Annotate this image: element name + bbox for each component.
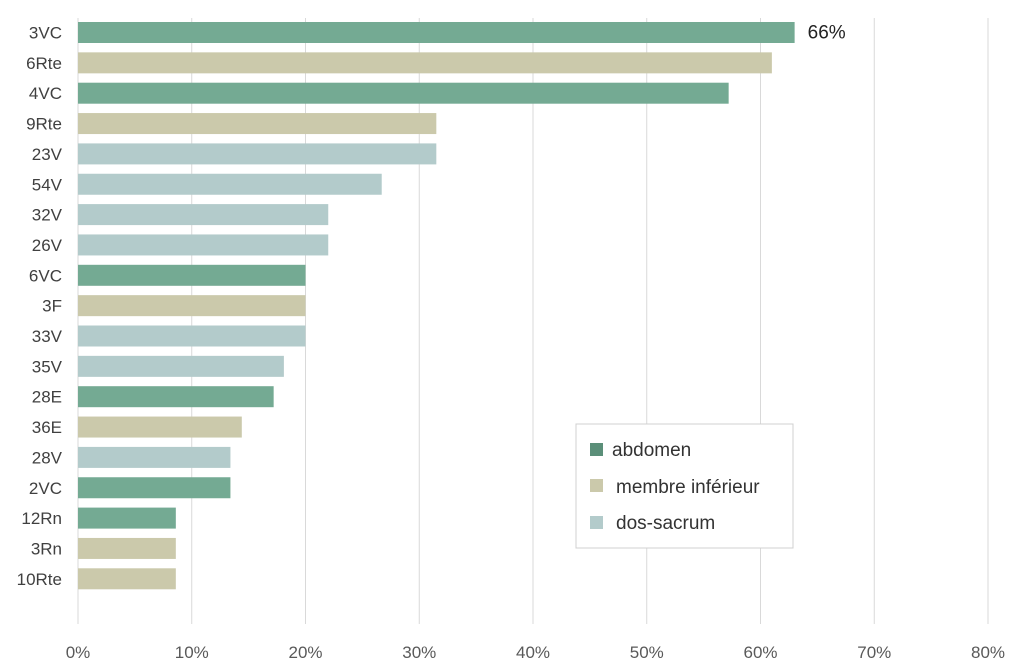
legend: abdomen membre inférieur dos-sacrum <box>575 423 794 549</box>
category-label-10Rte: 10Rte <box>17 570 62 589</box>
category-label-36E: 36E <box>32 418 62 437</box>
x-tick-label-30: 30% <box>402 643 436 662</box>
legend-label-abdomen: abdomen <box>612 440 691 461</box>
bar-28V <box>78 446 231 468</box>
data-labels: 66% <box>808 23 846 44</box>
bar-32V <box>78 204 329 226</box>
category-label-28E: 28E <box>32 388 62 407</box>
bar-4VC <box>78 82 729 104</box>
category-label-3VC: 3VC <box>29 24 62 43</box>
category-label-6Rte: 6Rte <box>26 54 62 73</box>
x-tick-label-50: 50% <box>630 643 664 662</box>
bar-35V <box>78 355 284 377</box>
category-label-9Rte: 9Rte <box>26 115 62 134</box>
legend-marker-abdomen <box>590 443 603 456</box>
x-axis-tick-labels: 0% 10% 20% 30% 40% 50% 60% 70% 80% <box>66 643 1005 662</box>
bar-2VC <box>78 477 231 499</box>
x-tick-label-20: 20% <box>288 643 322 662</box>
category-label-23V: 23V <box>32 145 63 164</box>
bar-3Rn <box>78 537 176 559</box>
bar-10Rte <box>78 568 176 590</box>
bar-23V <box>78 143 437 165</box>
bar-12Rn <box>78 507 176 529</box>
bar-54V <box>78 173 382 195</box>
category-label-54V: 54V <box>32 175 63 194</box>
bar-9Rte <box>78 113 437 135</box>
category-label-3Rn: 3Rn <box>31 539 62 558</box>
category-label-26V: 26V <box>32 236 63 255</box>
x-tick-label-70: 70% <box>857 643 891 662</box>
bar-6Rte <box>78 52 772 74</box>
category-label-33V: 33V <box>32 327 63 346</box>
y-axis-category-labels: 3VC 6Rte 4VC 9Rte 23V 54V 32V 26V 6VC 3F 33V 35V 28E… <box>17 24 63 589</box>
data-label-3VC: 66% <box>808 23 846 44</box>
x-tick-label-80: 80% <box>971 643 1005 662</box>
bar-6VC <box>78 264 306 286</box>
category-label-6VC: 6VC <box>29 266 62 285</box>
x-tick-label-0: 0% <box>66 643 91 662</box>
bar-3F <box>78 295 306 317</box>
category-label-3F: 3F <box>42 297 62 316</box>
category-label-2VC: 2VC <box>29 479 62 498</box>
x-tick-label-10: 10% <box>175 643 209 662</box>
bars <box>78 22 795 590</box>
bar-36E <box>78 416 242 438</box>
bar-28E <box>78 386 274 408</box>
x-tick-label-60: 60% <box>743 643 777 662</box>
category-label-12Rn: 12Rn <box>21 509 62 528</box>
bar-33V <box>78 325 306 347</box>
x-tick-label-40: 40% <box>516 643 550 662</box>
bar-26V <box>78 234 329 256</box>
category-label-28V: 28V <box>32 448 63 467</box>
legend-marker-dos-sacrum <box>590 516 603 529</box>
category-label-4VC: 4VC <box>29 84 62 103</box>
legend-label-membre-inferieur: membre inférieur <box>616 477 760 498</box>
legend-box <box>575 423 794 549</box>
legend-marker-membre-inferieur <box>590 479 603 492</box>
legend-label-dos-sacrum: dos-sacrum <box>616 513 715 534</box>
category-label-32V: 32V <box>32 206 63 225</box>
bar-3VC <box>78 22 795 43</box>
category-label-35V: 35V <box>32 357 63 376</box>
gridlines <box>77 18 989 624</box>
